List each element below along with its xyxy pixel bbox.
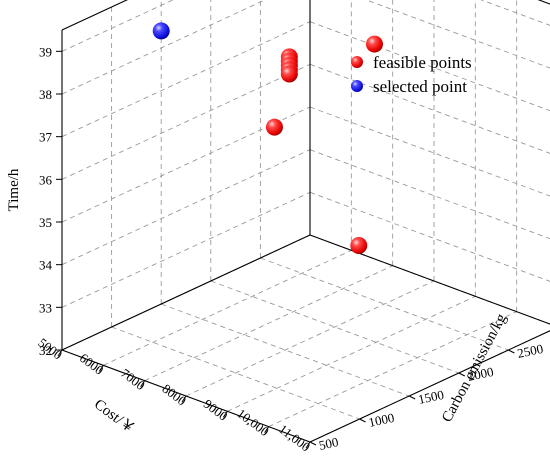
frame-edge: [61, 0, 129, 31]
x-axis-label: Cost/￥: [91, 396, 138, 437]
legend-marker-feasible: [351, 56, 363, 68]
z-tick-label: 34: [39, 258, 53, 273]
z-tick-label: 32: [39, 343, 52, 358]
axis-panes: [62, 0, 550, 442]
y-tick-label: 1500: [417, 387, 446, 407]
legend-label-feasible: feasible points: [373, 53, 472, 72]
y-tick-label: 2000: [466, 364, 495, 384]
selected-point: [152, 22, 170, 40]
feasible-point: [265, 118, 283, 136]
z-axis-label: Time/h: [6, 168, 22, 211]
grid-line: [61, 0, 174, 52]
grid-line: [61, 21, 311, 138]
x-tick: [264, 426, 270, 433]
y-tick: [508, 349, 515, 354]
z-tick-label: 35: [39, 215, 52, 230]
left-pane: [62, 0, 310, 350]
x-tick: [98, 365, 104, 372]
x-tick: [222, 411, 228, 418]
back-pane: [310, 0, 550, 325]
grid-line: [365, 0, 550, 69]
grid-line: [61, 191, 311, 308]
frame-edge: [309, 234, 550, 325]
y-tick: [408, 395, 416, 400]
grid-line: [161, 303, 410, 397]
y-tick-label: 500: [318, 434, 340, 453]
y-tick-label: 1000: [367, 410, 396, 430]
grid-line: [103, 249, 352, 366]
grid-line: [227, 295, 476, 412]
grid-line: [61, 63, 311, 180]
z-tick-label: 33: [39, 300, 52, 315]
floor-pane: [62, 235, 550, 442]
grid-line: [61, 0, 266, 95]
frame-edge: [61, 234, 311, 351]
y-tick: [359, 418, 366, 423]
z-tick-label: 38: [39, 87, 52, 102]
z-tick-label: 39: [39, 44, 52, 59]
legend: feasible points selected point: [351, 53, 472, 96]
feasible-point: [365, 35, 383, 53]
tick-marks: [56, 50, 515, 449]
grid-line: [309, 63, 550, 154]
x-tick: [57, 349, 63, 357]
grid-line: [309, 106, 550, 197]
data-points: [152, 22, 383, 255]
grid-line: [309, 191, 550, 282]
grid-line: [111, 326, 360, 420]
frame-edge: [309, 330, 550, 443]
grid-line: [309, 149, 550, 240]
x-tick: [305, 441, 311, 449]
grid-line: [480, 0, 550, 26]
feasible-point: [280, 65, 298, 83]
feasible-point: [350, 237, 368, 255]
grid-line: [260, 257, 509, 351]
x-tick: [140, 380, 146, 387]
grid-line: [309, 21, 550, 112]
grid-line: [210, 280, 459, 374]
legend-marker-selected: [351, 80, 363, 92]
y-tick: [309, 441, 317, 446]
y-tick-label: 2500: [516, 341, 545, 361]
z-tick-label: 36: [39, 172, 53, 187]
x-tick: [181, 395, 187, 403]
grid-line: [268, 311, 517, 428]
legend-label-selected: selected point: [373, 77, 467, 96]
grid-line: [61, 149, 311, 266]
grid-line: [144, 265, 393, 382]
grid-line: [185, 280, 435, 397]
y-tick: [458, 372, 466, 377]
z-tick-label: 37: [39, 130, 53, 145]
